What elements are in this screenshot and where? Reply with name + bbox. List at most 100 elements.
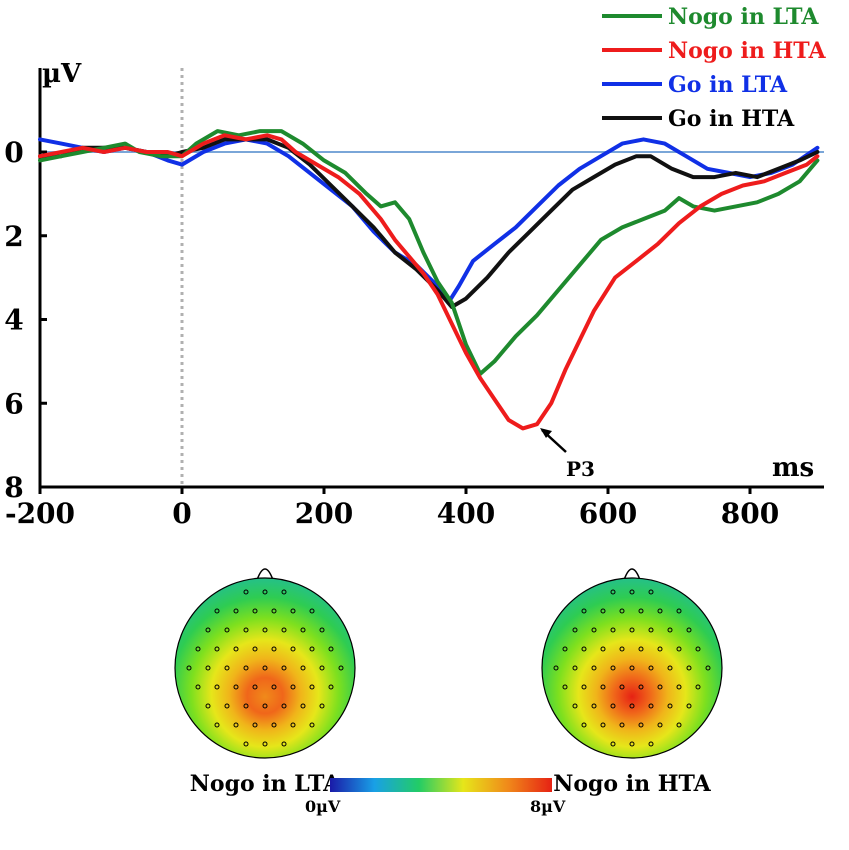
electrode-dot xyxy=(591,703,597,709)
electrode-dot xyxy=(648,589,654,595)
electrode-dot xyxy=(629,627,635,633)
electrode-dot xyxy=(281,589,287,595)
legend-label: Nogo in HTA xyxy=(668,38,826,64)
electrode-dot xyxy=(676,608,682,614)
electrode-dot xyxy=(581,722,587,728)
electrode-dot xyxy=(224,703,230,709)
electrode-dot xyxy=(243,741,249,747)
x-tick-label: 800 xyxy=(721,497,779,530)
electrode-dot xyxy=(205,703,211,709)
x-tick-label: 200 xyxy=(295,497,353,530)
electrode-dot xyxy=(271,722,277,728)
electrode-dot xyxy=(619,646,625,652)
electrode-dot xyxy=(657,684,663,690)
electrode-dot xyxy=(309,684,315,690)
scalp-head xyxy=(174,577,356,759)
electrode-dot xyxy=(252,608,258,614)
electrode-dot xyxy=(300,665,306,671)
electrode-dot xyxy=(572,703,578,709)
electrode-dot xyxy=(262,589,268,595)
electrode-dot xyxy=(638,684,644,690)
electrode-dot xyxy=(619,722,625,728)
electrode-dot xyxy=(657,608,663,614)
series-line-nogo-in-hta xyxy=(38,133,820,431)
electrode-dot xyxy=(271,608,277,614)
electrode-dot xyxy=(629,703,635,709)
electrode-dot xyxy=(262,665,268,671)
electrode-dot xyxy=(252,684,258,690)
electrode-dot xyxy=(695,684,701,690)
electrode-dot xyxy=(591,665,597,671)
electrode-dot xyxy=(243,589,249,595)
electrode-dot xyxy=(262,703,268,709)
series-line-go-in-lta xyxy=(38,137,820,305)
electrode-dot xyxy=(638,722,644,728)
electrode-dot xyxy=(638,608,644,614)
electrode-dot xyxy=(629,589,635,595)
electrode-dot xyxy=(243,665,249,671)
electrode-dot xyxy=(233,722,239,728)
scalp-head xyxy=(541,577,723,759)
electrode-dot xyxy=(195,684,201,690)
electrode-dot xyxy=(214,608,220,614)
electrode-dot xyxy=(224,665,230,671)
electrode-dot xyxy=(676,684,682,690)
electrode-dot xyxy=(676,646,682,652)
electrode-dot xyxy=(648,627,654,633)
electrode-dot xyxy=(600,646,606,652)
electrode-dot xyxy=(562,646,568,652)
electrode-dot xyxy=(271,684,277,690)
electrode-dot xyxy=(600,684,606,690)
electrode-dot xyxy=(319,665,325,671)
electrode-dot xyxy=(233,608,239,614)
p3-annotation: P3 xyxy=(540,428,595,481)
electrode-dot xyxy=(281,703,287,709)
electrode-dot xyxy=(648,665,654,671)
electrode-dot xyxy=(619,684,625,690)
electrode-dot xyxy=(667,627,673,633)
x-axis-label: ms xyxy=(772,453,814,483)
electrode-dot xyxy=(572,627,578,633)
electrode-dot xyxy=(214,646,220,652)
electrode-dot xyxy=(610,741,616,747)
electrode-dot xyxy=(309,646,315,652)
colorbar-gradient xyxy=(330,778,552,792)
erp-line-chart: -200 0 200 400 600 800 0 2 4 6 8 µV ms P3 xyxy=(4,59,824,530)
colorbar: 0µV 8µV xyxy=(305,778,566,816)
electrode-dot xyxy=(619,608,625,614)
electrode-dot xyxy=(281,665,287,671)
electrode-dot xyxy=(224,627,230,633)
electrode-dot xyxy=(553,665,559,671)
electrode-dot xyxy=(581,684,587,690)
p3-label: P3 xyxy=(566,457,595,481)
legend-label: Nogo in LTA xyxy=(668,4,819,30)
scalp-map-title: Nogo in LTA xyxy=(190,771,341,797)
y-ticks: 0 2 4 6 8 xyxy=(4,136,47,504)
electrode-dot xyxy=(648,741,654,747)
electrode-dot xyxy=(309,722,315,728)
y-tick-label: 2 xyxy=(4,220,23,253)
electrode-dot xyxy=(300,703,306,709)
electrode-dot xyxy=(252,722,258,728)
electrode-dot xyxy=(572,665,578,671)
electrode-dot xyxy=(600,608,606,614)
x-tick-label: 400 xyxy=(437,497,495,530)
electrode-dot xyxy=(233,646,239,652)
electrode-dot xyxy=(262,627,268,633)
electrode-dot xyxy=(610,627,616,633)
electrode-dot xyxy=(600,722,606,728)
y-tick-label: 6 xyxy=(4,387,23,420)
electrode-dot xyxy=(648,703,654,709)
electrode-dot xyxy=(252,646,258,652)
scalp-topography-maps: Nogo in LTA Nogo in HTA xyxy=(174,568,723,797)
y-tick-label: 4 xyxy=(4,304,23,337)
electrode-dot xyxy=(195,646,201,652)
electrode-dot xyxy=(657,646,663,652)
legend-label: Go in HTA xyxy=(668,106,795,132)
electrode-dot xyxy=(591,627,597,633)
electrode-dot xyxy=(281,741,287,747)
electrode-dot xyxy=(610,589,616,595)
nose-marker xyxy=(623,568,641,581)
electrode-dot xyxy=(610,703,616,709)
x-ticks: -200 0 200 400 600 800 xyxy=(5,487,779,530)
